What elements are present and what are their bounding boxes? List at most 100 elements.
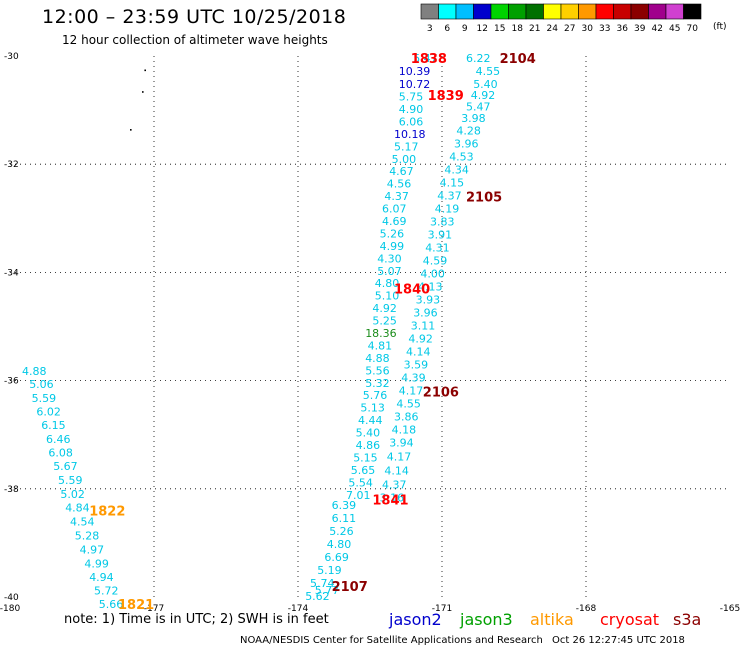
chart-title: 12:00 – 23:59 UTC 10/25/2018 <box>42 6 347 28</box>
wave-height-value: 3.94 <box>389 436 414 449</box>
wave-height-value: 4.31 <box>425 242 450 255</box>
wave-height-value: 4.00 <box>420 267 445 280</box>
y-tick-label: -38 <box>4 485 19 495</box>
colorbar-swatch <box>455 3 474 20</box>
wave-height-value: 5.26 <box>380 227 405 240</box>
wave-height-value: 5.74 <box>310 577 335 590</box>
colorbar-label: 21 <box>529 24 540 34</box>
wave-height-value: 4.14 <box>384 464 409 477</box>
colorbar-swatch <box>473 3 492 20</box>
wave-height-value: 4.37 <box>382 478 407 491</box>
y-tick-label: -34 <box>4 268 19 278</box>
legend-jason3: jason3 <box>460 610 513 629</box>
colorbar-swatch <box>420 3 439 20</box>
wave-height-value: 5.32 <box>365 377 390 390</box>
x-tick-label: -177 <box>144 604 164 614</box>
wave-height-value: 5.76 <box>363 389 388 402</box>
colorbar-label: 24 <box>547 24 559 34</box>
x-tick-label: -171 <box>432 604 452 614</box>
wave-height-value: 4.19 <box>435 203 460 216</box>
wave-height-value: 5.47 <box>413 52 438 65</box>
wave-height-value: 3.96 <box>454 138 479 151</box>
chart-subtitle: 12 hour collection of altimeter wave hei… <box>62 33 328 47</box>
legend-s3a: s3a <box>673 610 702 629</box>
colorbar-label: 12 <box>477 24 488 34</box>
wave-height-value: 4.13 <box>418 280 443 293</box>
wave-height-value: 5.59 <box>32 392 56 405</box>
colorbar-swatch <box>438 3 457 20</box>
wave-height-value: 5.28 <box>75 529 100 542</box>
wave-height-value: 5.15 <box>353 451 378 464</box>
colorbar-swatch <box>525 3 544 20</box>
pass-time-label: 1821 <box>118 598 154 613</box>
wave-height-value: 4.81 <box>368 339 393 352</box>
wave-height-value: 6.69 <box>324 551 349 564</box>
wave-height-value: 4.90 <box>399 103 424 116</box>
wave-height-value: 3.98 <box>461 112 486 125</box>
wave-height-value: 5.56 <box>365 364 390 377</box>
wave-height-value: 4.53 <box>449 151 474 164</box>
data-dot <box>142 91 144 93</box>
wave-height-value: 4.34 <box>444 164 469 177</box>
wave-height-value: 6.22 <box>466 52 491 65</box>
wave-height-value: 5.77 <box>315 584 340 597</box>
colorbar-label: 9 <box>462 24 468 34</box>
colorbar-swatch <box>560 3 579 20</box>
wave-height-value: 4.18 <box>392 423 417 436</box>
legend-altika: altika <box>530 610 574 629</box>
wave-height-value: 4.37 <box>437 190 462 203</box>
wave-height-value: 6.07 <box>382 203 407 216</box>
colorbar-label: 45 <box>669 24 680 34</box>
wave-height-value: 4.92 <box>372 302 397 315</box>
colorbar-label: 15 <box>494 24 505 34</box>
x-tick-label: -165 <box>720 604 740 614</box>
colorbar-label: 6 <box>444 24 450 34</box>
data-dot <box>130 129 132 131</box>
colorbar-swatch <box>490 3 509 20</box>
wave-height-value: 4.86 <box>356 439 381 452</box>
wave-height-value: 4.69 <box>382 215 407 228</box>
wave-height-value: 4.37 <box>384 190 409 203</box>
pass-time-label: 1822 <box>89 504 125 519</box>
wave-height-value: 3.83 <box>430 216 455 229</box>
wave-height-value: 4.99 <box>84 557 109 570</box>
wave-height-value: 4.97 <box>80 543 105 556</box>
wave-height-value: 5.47 <box>466 100 491 113</box>
wave-height-value: 4.84 <box>65 502 90 515</box>
wave-height-value: 5.40 <box>356 427 381 440</box>
wave-height-value: 4.88 <box>365 352 390 365</box>
colorbar-swatch <box>613 3 632 20</box>
wave-height-value: 4.88 <box>22 365 47 378</box>
wave-height-value: 4.17 <box>387 450 412 463</box>
wave-height-value: 5.13 <box>360 402 385 415</box>
colorbar-swatch <box>683 3 702 20</box>
wave-height-value: 7.01 <box>346 489 371 502</box>
wave-height-value: 6.15 <box>41 419 65 432</box>
footnote: note: 1) Time is in UTC; 2) SWH is in fe… <box>64 612 329 627</box>
colorbar-label: 39 <box>634 24 646 34</box>
wave-height-value: 4.80 <box>327 538 352 551</box>
wave-height-value: 5.59 <box>58 474 83 487</box>
wave-height-value: 5.40 <box>473 78 498 91</box>
colorbar-label: 27 <box>564 24 575 34</box>
wave-height-value: 10.72 <box>399 78 431 91</box>
colorbar-label: 30 <box>582 24 594 34</box>
x-tick-label: -174 <box>288 604 309 614</box>
wave-height-value: 6.46 <box>46 433 71 446</box>
pass-time-label: 2105 <box>466 191 502 206</box>
colorbar-swatch <box>578 3 597 20</box>
wave-height-value: 5.67 <box>53 460 77 473</box>
wave-height-value: 3.96 <box>413 306 438 319</box>
pass-time-label: 1841 <box>372 494 408 509</box>
wave-height-value: 5.17 <box>394 140 419 153</box>
colorbar-label: 33 <box>599 24 610 34</box>
wave-height-value: 4.80 <box>375 277 400 290</box>
wave-height-value: 4.56 <box>387 178 412 191</box>
wave-height-value: 10.39 <box>399 65 431 78</box>
wave-height-value: 4.54 <box>70 515 95 528</box>
colorbar-label: 36 <box>617 24 629 34</box>
wave-height-value: 4.92 <box>408 332 433 345</box>
wave-height-value: 4.92 <box>471 89 496 102</box>
colorbar-swatch <box>543 3 562 20</box>
